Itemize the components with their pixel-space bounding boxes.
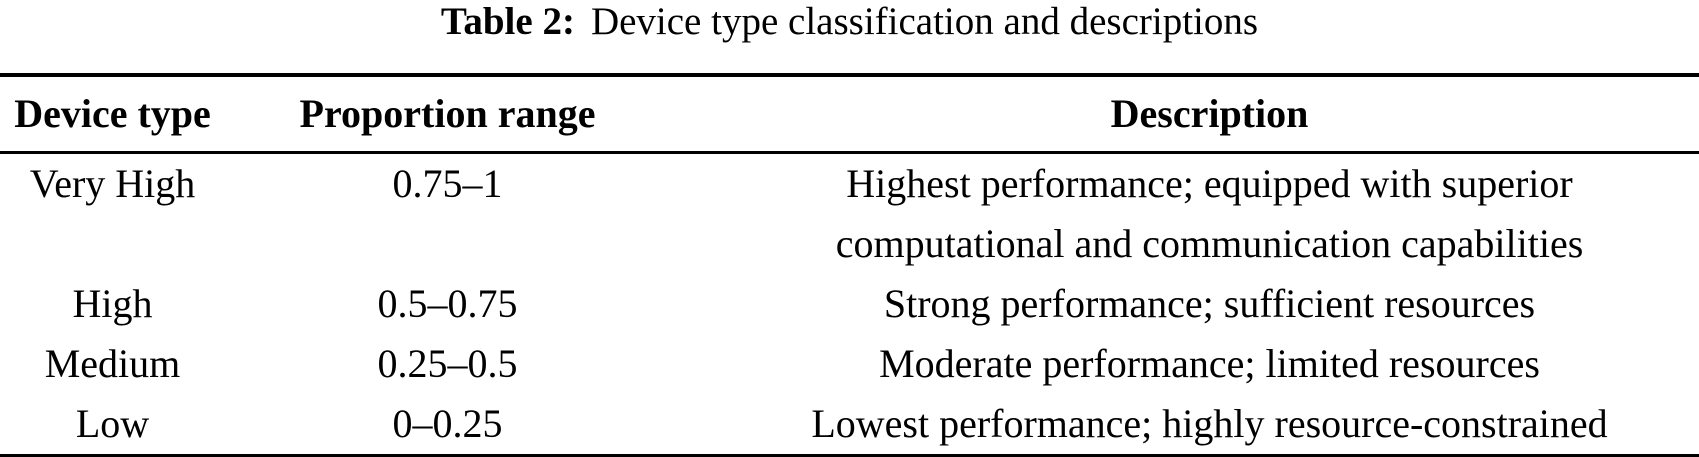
table-row-low: Low 0–0.25 Lowest performance; highly re… [0,394,1699,456]
cell-description: Strong performance; sufficient resources [670,274,1699,334]
description-line: computational and communication capabili… [835,221,1584,266]
caption-text: Device type classification and descripti… [590,0,1259,43]
device-type-table: Device type Proportion range Description… [0,73,1699,457]
cell-proportion-range: 0.25–0.5 [377,341,518,386]
table-caption: Table 2: Device type classification and d… [0,0,1699,44]
description-line: Lowest performance; highly resource-cons… [811,401,1608,446]
cell-proportion-range: 0.5–0.75 [377,281,518,326]
table-row-medium: Medium 0.25–0.5 Moderate performance; li… [0,334,1699,394]
cell-device-type: Medium [44,341,181,386]
cell-device-type: Very High [29,161,196,206]
cell-proportion-range: 0–0.25 [392,401,503,446]
col-header-proportion-range: Proportion range [225,75,670,154]
description-line: Strong performance; sufficient resources [883,281,1536,326]
cell-description: Highest performance; equipped with super… [670,153,1699,275]
cell-description: Lowest performance; highly resource-cons… [670,394,1699,456]
col-header-description: Description [670,75,1699,154]
col-header-device-type: Device type [0,75,225,154]
cell-description: Moderate performance; limited resources [670,334,1699,394]
cell-proportion-range: 0.75–1 [392,161,503,206]
table-row-very-high: Very High 0.75–1 Highest performance; eq… [0,153,1699,275]
cell-device-type: Low [75,401,150,446]
table-row-high: High 0.5–0.75 Strong performance; suffic… [0,274,1699,334]
caption-label: Table 2: [440,0,575,43]
description-line: Highest performance; equipped with super… [846,161,1573,206]
cell-device-type: High [72,281,153,326]
description-line: Moderate performance; limited resources [879,341,1540,386]
header-row: Device type Proportion range Description [0,75,1699,154]
